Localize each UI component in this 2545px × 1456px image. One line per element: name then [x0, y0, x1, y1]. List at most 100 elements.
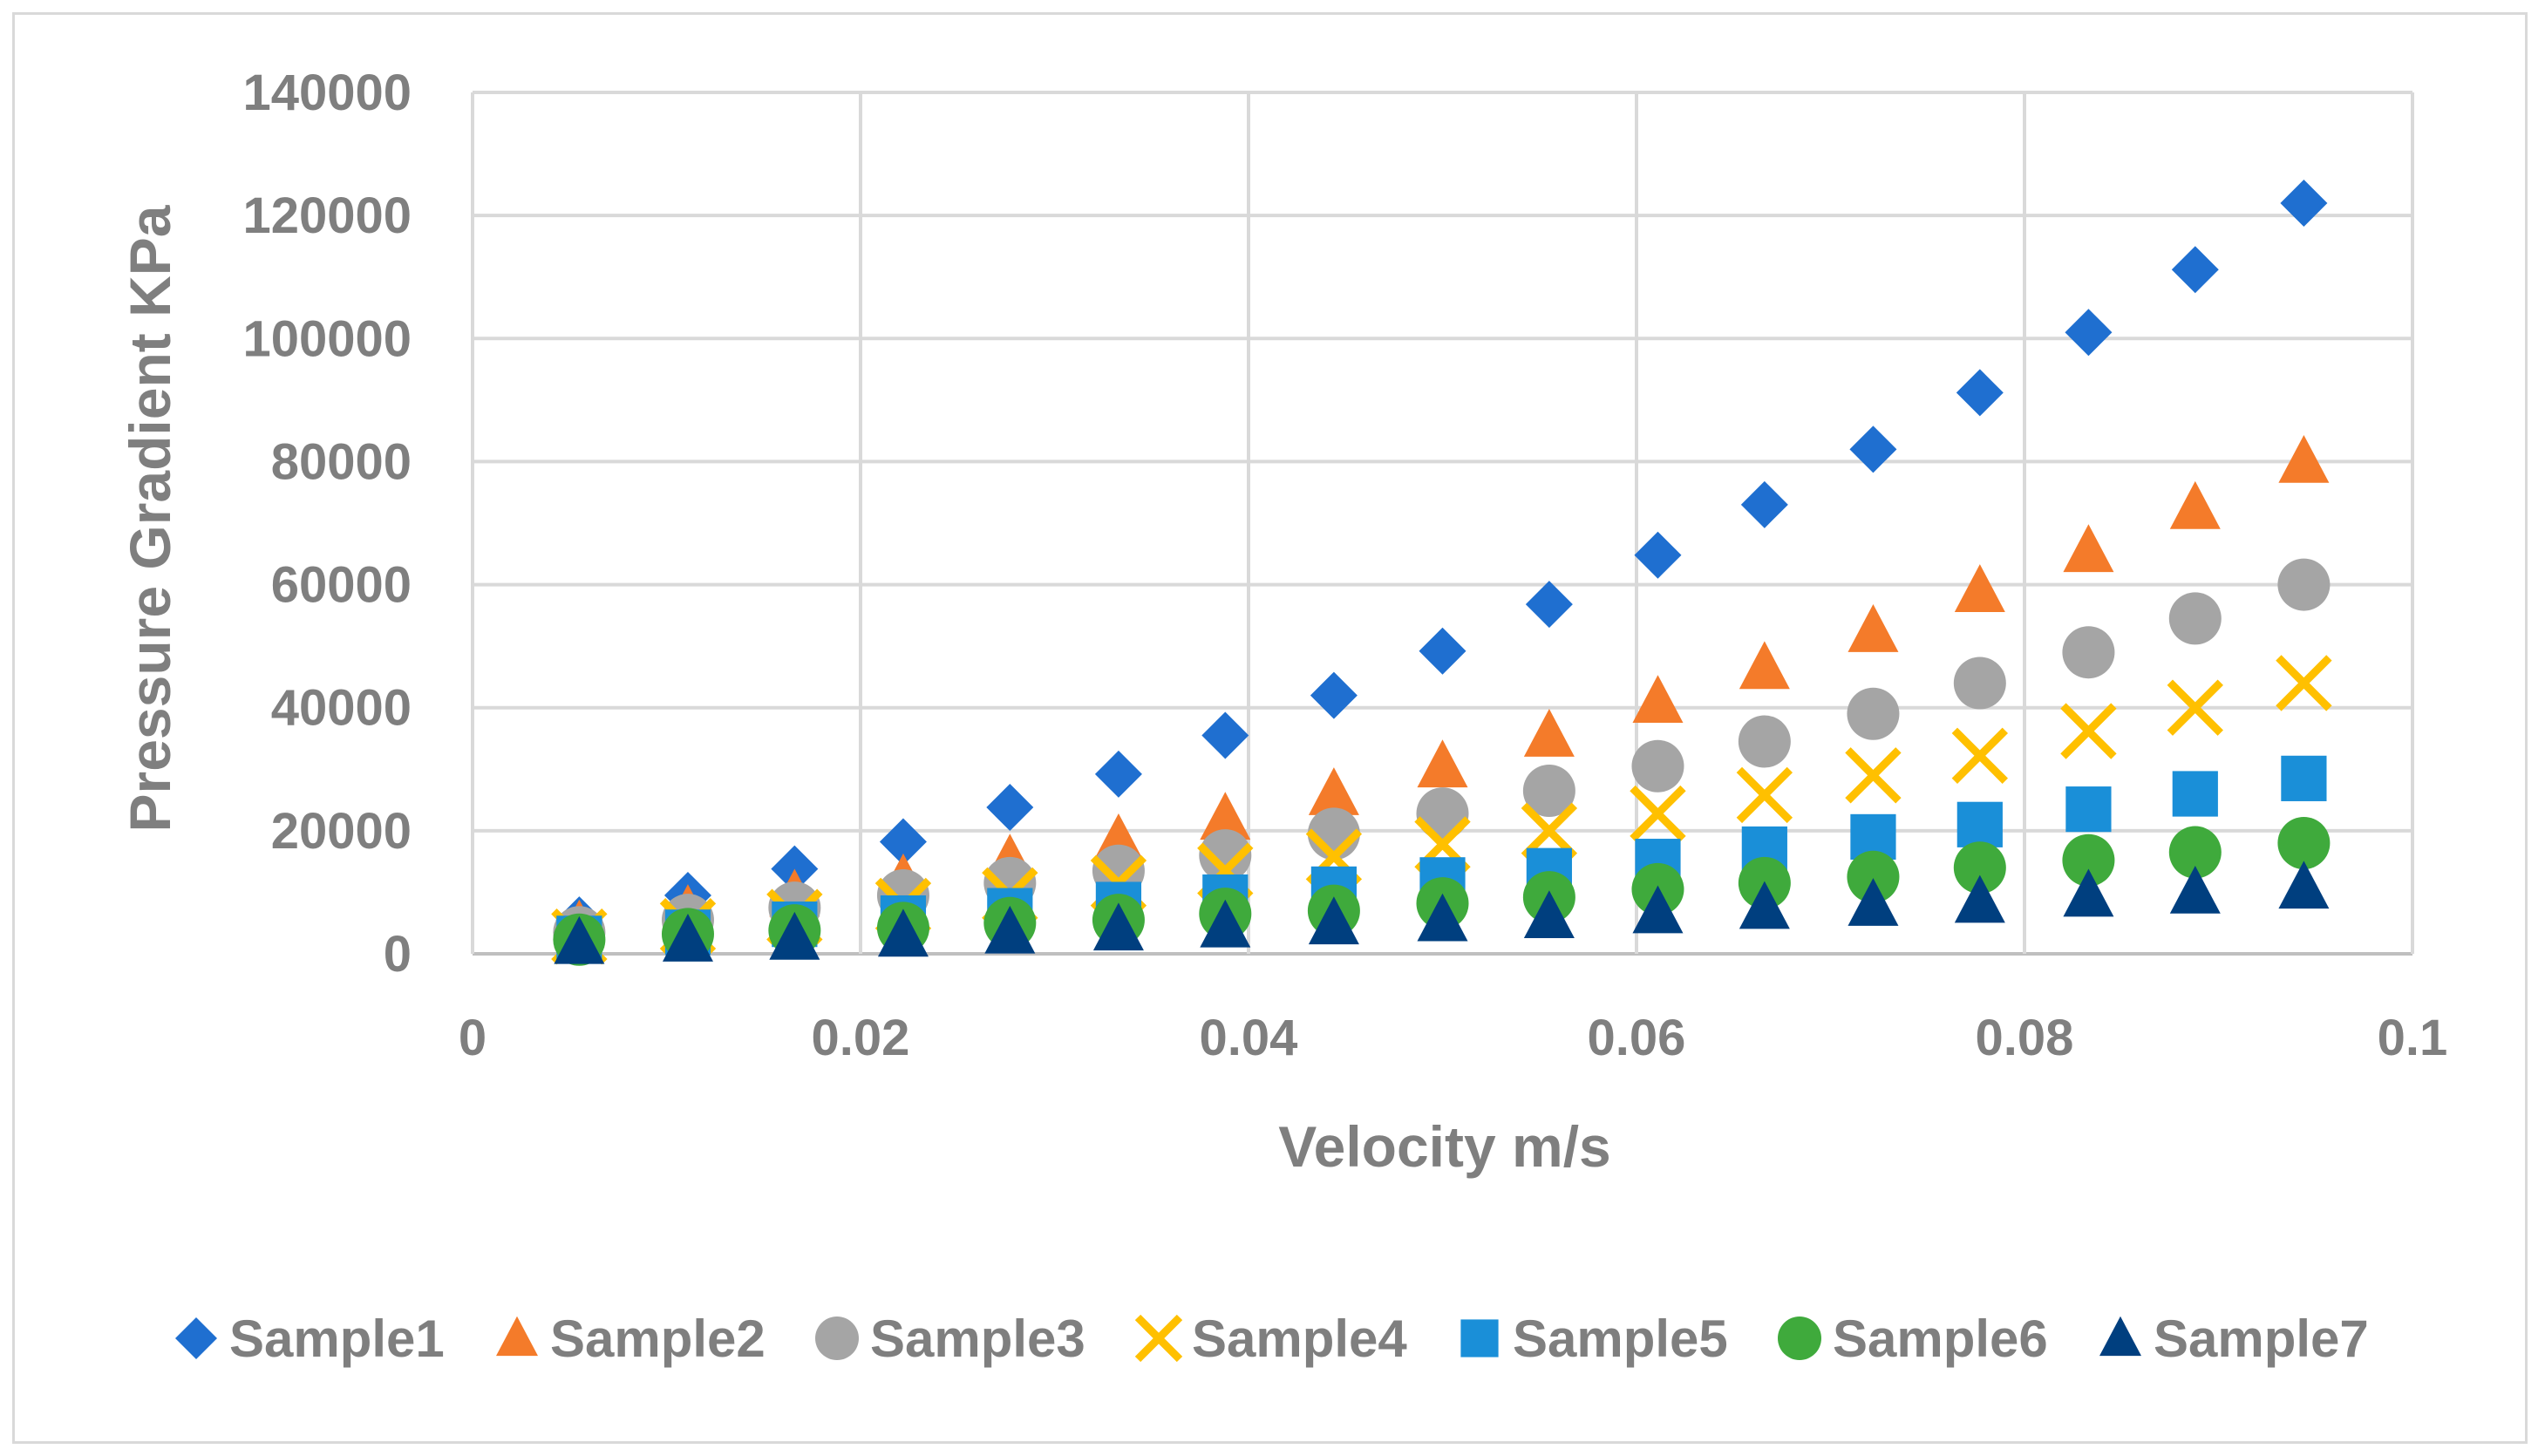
legend-label: Sample1 — [229, 1310, 445, 1368]
data-point — [2278, 434, 2330, 483]
data-point — [1416, 787, 1469, 840]
legend-marker — [1134, 1314, 1183, 1363]
y-axis-title: Pressure Gradient KPa — [118, 204, 182, 832]
legend-marker — [496, 1316, 538, 1357]
data-point — [1630, 785, 1686, 842]
data-point — [2280, 180, 2328, 228]
x-axis-ticks: 0 0.02 0.04 0.06 0.08 0.1 — [459, 1010, 2447, 1066]
data-point — [1632, 885, 1684, 934]
x-tick-label: 0.06 — [1588, 1010, 1686, 1066]
data-point — [1308, 896, 1359, 945]
data-point — [1632, 675, 1684, 724]
legend-label: Sample2 — [550, 1310, 766, 1368]
y-axis-ticks: 0 20000 40000 60000 80000 100000 120000 140000 — [242, 65, 412, 983]
legend-label: Sample7 — [2154, 1310, 2369, 1368]
legend-item-Sample4: Sample4 — [1134, 1310, 1407, 1368]
data-point — [1094, 750, 1142, 798]
legend-marker — [1460, 1319, 1499, 1357]
legend-label: Sample4 — [1192, 1310, 1407, 1368]
legend-item-Sample6: Sample6 — [1778, 1310, 2048, 1368]
data-point — [1523, 890, 1575, 939]
data-point — [2277, 558, 2331, 611]
x-tick-label: 0 — [459, 1010, 487, 1066]
y-tick-label: 100000 — [242, 310, 412, 367]
data-points — [551, 180, 2332, 966]
data-point — [2060, 703, 2117, 759]
data-point — [1419, 627, 1466, 675]
data-point — [2168, 826, 2222, 879]
data-point — [2063, 524, 2114, 573]
data-point — [1953, 657, 2006, 710]
data-point — [1740, 480, 1788, 528]
data-point — [1847, 687, 1900, 740]
data-point — [2172, 771, 2218, 817]
x-tick-label: 0.1 — [2378, 1010, 2448, 1066]
y-tick-label: 60000 — [271, 557, 412, 614]
data-point — [1956, 801, 2003, 847]
data-point — [1953, 841, 2006, 895]
data-point — [2171, 246, 2219, 294]
data-point — [1631, 739, 1684, 793]
data-point — [1199, 829, 1252, 882]
data-point — [1848, 878, 1899, 926]
data-point — [2167, 679, 2223, 736]
data-point — [2277, 816, 2331, 869]
y-tick-label: 140000 — [242, 65, 412, 121]
x-axis-title: Velocity m/s — [1278, 1114, 1611, 1179]
data-point — [2276, 655, 2332, 711]
x-tick-label: 0.08 — [1976, 1010, 2074, 1066]
data-point — [2281, 755, 2327, 801]
data-point — [2062, 833, 2115, 887]
series-Sample7 — [554, 861, 2330, 964]
data-point — [1954, 874, 2005, 923]
data-point — [1736, 766, 1793, 824]
data-point — [554, 915, 605, 964]
data-point — [1417, 739, 1468, 788]
data-point — [2169, 480, 2221, 529]
x-tick-label: 0.02 — [812, 1010, 910, 1066]
legend-marker — [175, 1317, 217, 1359]
legend-marker — [815, 1317, 859, 1360]
chart-frame — [12, 12, 2528, 1444]
data-point — [1951, 727, 2009, 784]
data-point — [1954, 564, 2005, 612]
legend-item-Sample3: Sample3 — [815, 1310, 1085, 1368]
data-point — [1738, 715, 1791, 768]
data-point — [1523, 709, 1575, 757]
data-point — [1525, 581, 1573, 629]
x-tick-label: 0.04 — [1200, 1010, 1298, 1066]
data-point — [1739, 641, 1790, 690]
data-point — [1956, 369, 2004, 417]
data-point — [2065, 309, 2113, 357]
data-point — [2169, 865, 2221, 914]
data-point — [2168, 592, 2222, 645]
data-point — [2062, 626, 2115, 679]
legend-item-Sample7: Sample7 — [2099, 1310, 2369, 1368]
data-point — [1634, 531, 1682, 579]
legend-item-Sample5: Sample5 — [1460, 1310, 1728, 1368]
data-point — [1200, 792, 1251, 840]
data-point — [1200, 899, 1251, 948]
data-point — [2065, 786, 2112, 833]
legend-marker — [1778, 1317, 1821, 1360]
data-point — [1521, 802, 1578, 860]
data-point — [1201, 711, 1249, 759]
data-point — [1310, 671, 1358, 719]
y-tick-label: 80000 — [271, 433, 412, 490]
y-tick-label: 0 — [384, 926, 412, 983]
data-point — [1847, 850, 1900, 903]
data-point — [1522, 764, 1575, 817]
y-tick-label: 20000 — [271, 803, 412, 860]
legend-marker — [2099, 1316, 2141, 1357]
legend-label: Sample5 — [1513, 1310, 1728, 1368]
data-point — [1308, 767, 1359, 815]
data-point — [2063, 868, 2114, 917]
legend-item-Sample2: Sample2 — [496, 1310, 766, 1368]
data-point — [986, 784, 1034, 832]
data-point — [1848, 604, 1899, 652]
data-point — [2278, 861, 2330, 909]
data-point — [1092, 902, 1144, 951]
data-point — [984, 905, 1036, 954]
y-tick-label: 40000 — [271, 680, 412, 737]
